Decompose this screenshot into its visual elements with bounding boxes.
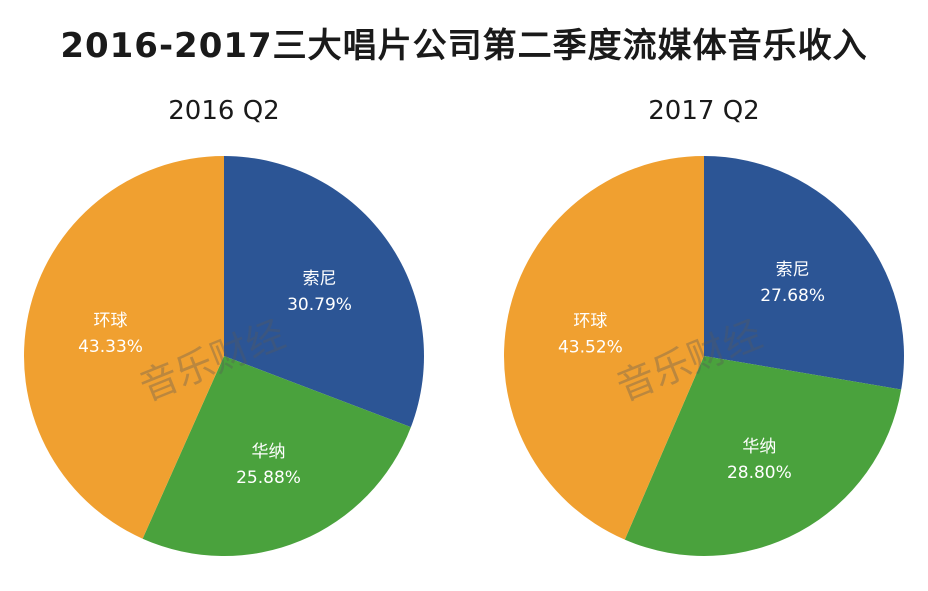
slice-name-label: 索尼: [776, 260, 810, 280]
slice-value-label: 43.33%: [78, 337, 143, 357]
pie-slice-0: [704, 156, 904, 390]
pie-svg: 索尼 30.79% 华纳 25.88% 环球 43.33%: [23, 155, 424, 556]
slice-value-label: 30.79%: [287, 295, 352, 315]
pie-slice-1: [624, 356, 902, 556]
slice-name-label: 环球: [94, 311, 128, 331]
page-title: 2016-2017三大唱片公司第二季度流媒体音乐收入: [60, 26, 868, 66]
chart-title: 2016 Q2: [168, 96, 280, 126]
pie-slice-2: [503, 156, 704, 540]
slice-value-label: 28.80%: [727, 463, 792, 483]
pie-chart-2017: 2017 Q2 索尼 27.68% 华纳 28.80% 环球 43.52%: [494, 96, 914, 576]
pie-slice-2: [23, 155, 224, 539]
chart-title: 2017 Q2: [648, 96, 760, 126]
slice-name-label: 环球: [573, 312, 607, 332]
slice-name-label: 华纳: [252, 442, 286, 462]
slice-name-label: 索尼: [303, 269, 337, 289]
slice-value-label: 25.88%: [236, 468, 301, 488]
slice-value-label: 27.68%: [760, 286, 825, 306]
pie-slice-1: [142, 356, 411, 556]
pie-svg: 索尼 27.68% 华纳 28.80% 环球 43.52%: [503, 156, 904, 556]
pie-chart-2016: 2016 Q2 索尼 30.79% 华纳 25.88% 环球 43.33%: [14, 96, 434, 576]
pie-slice-0: [224, 156, 424, 428]
slice-name-label: 华纳: [742, 437, 776, 457]
slice-value-label: 43.52%: [558, 338, 623, 358]
